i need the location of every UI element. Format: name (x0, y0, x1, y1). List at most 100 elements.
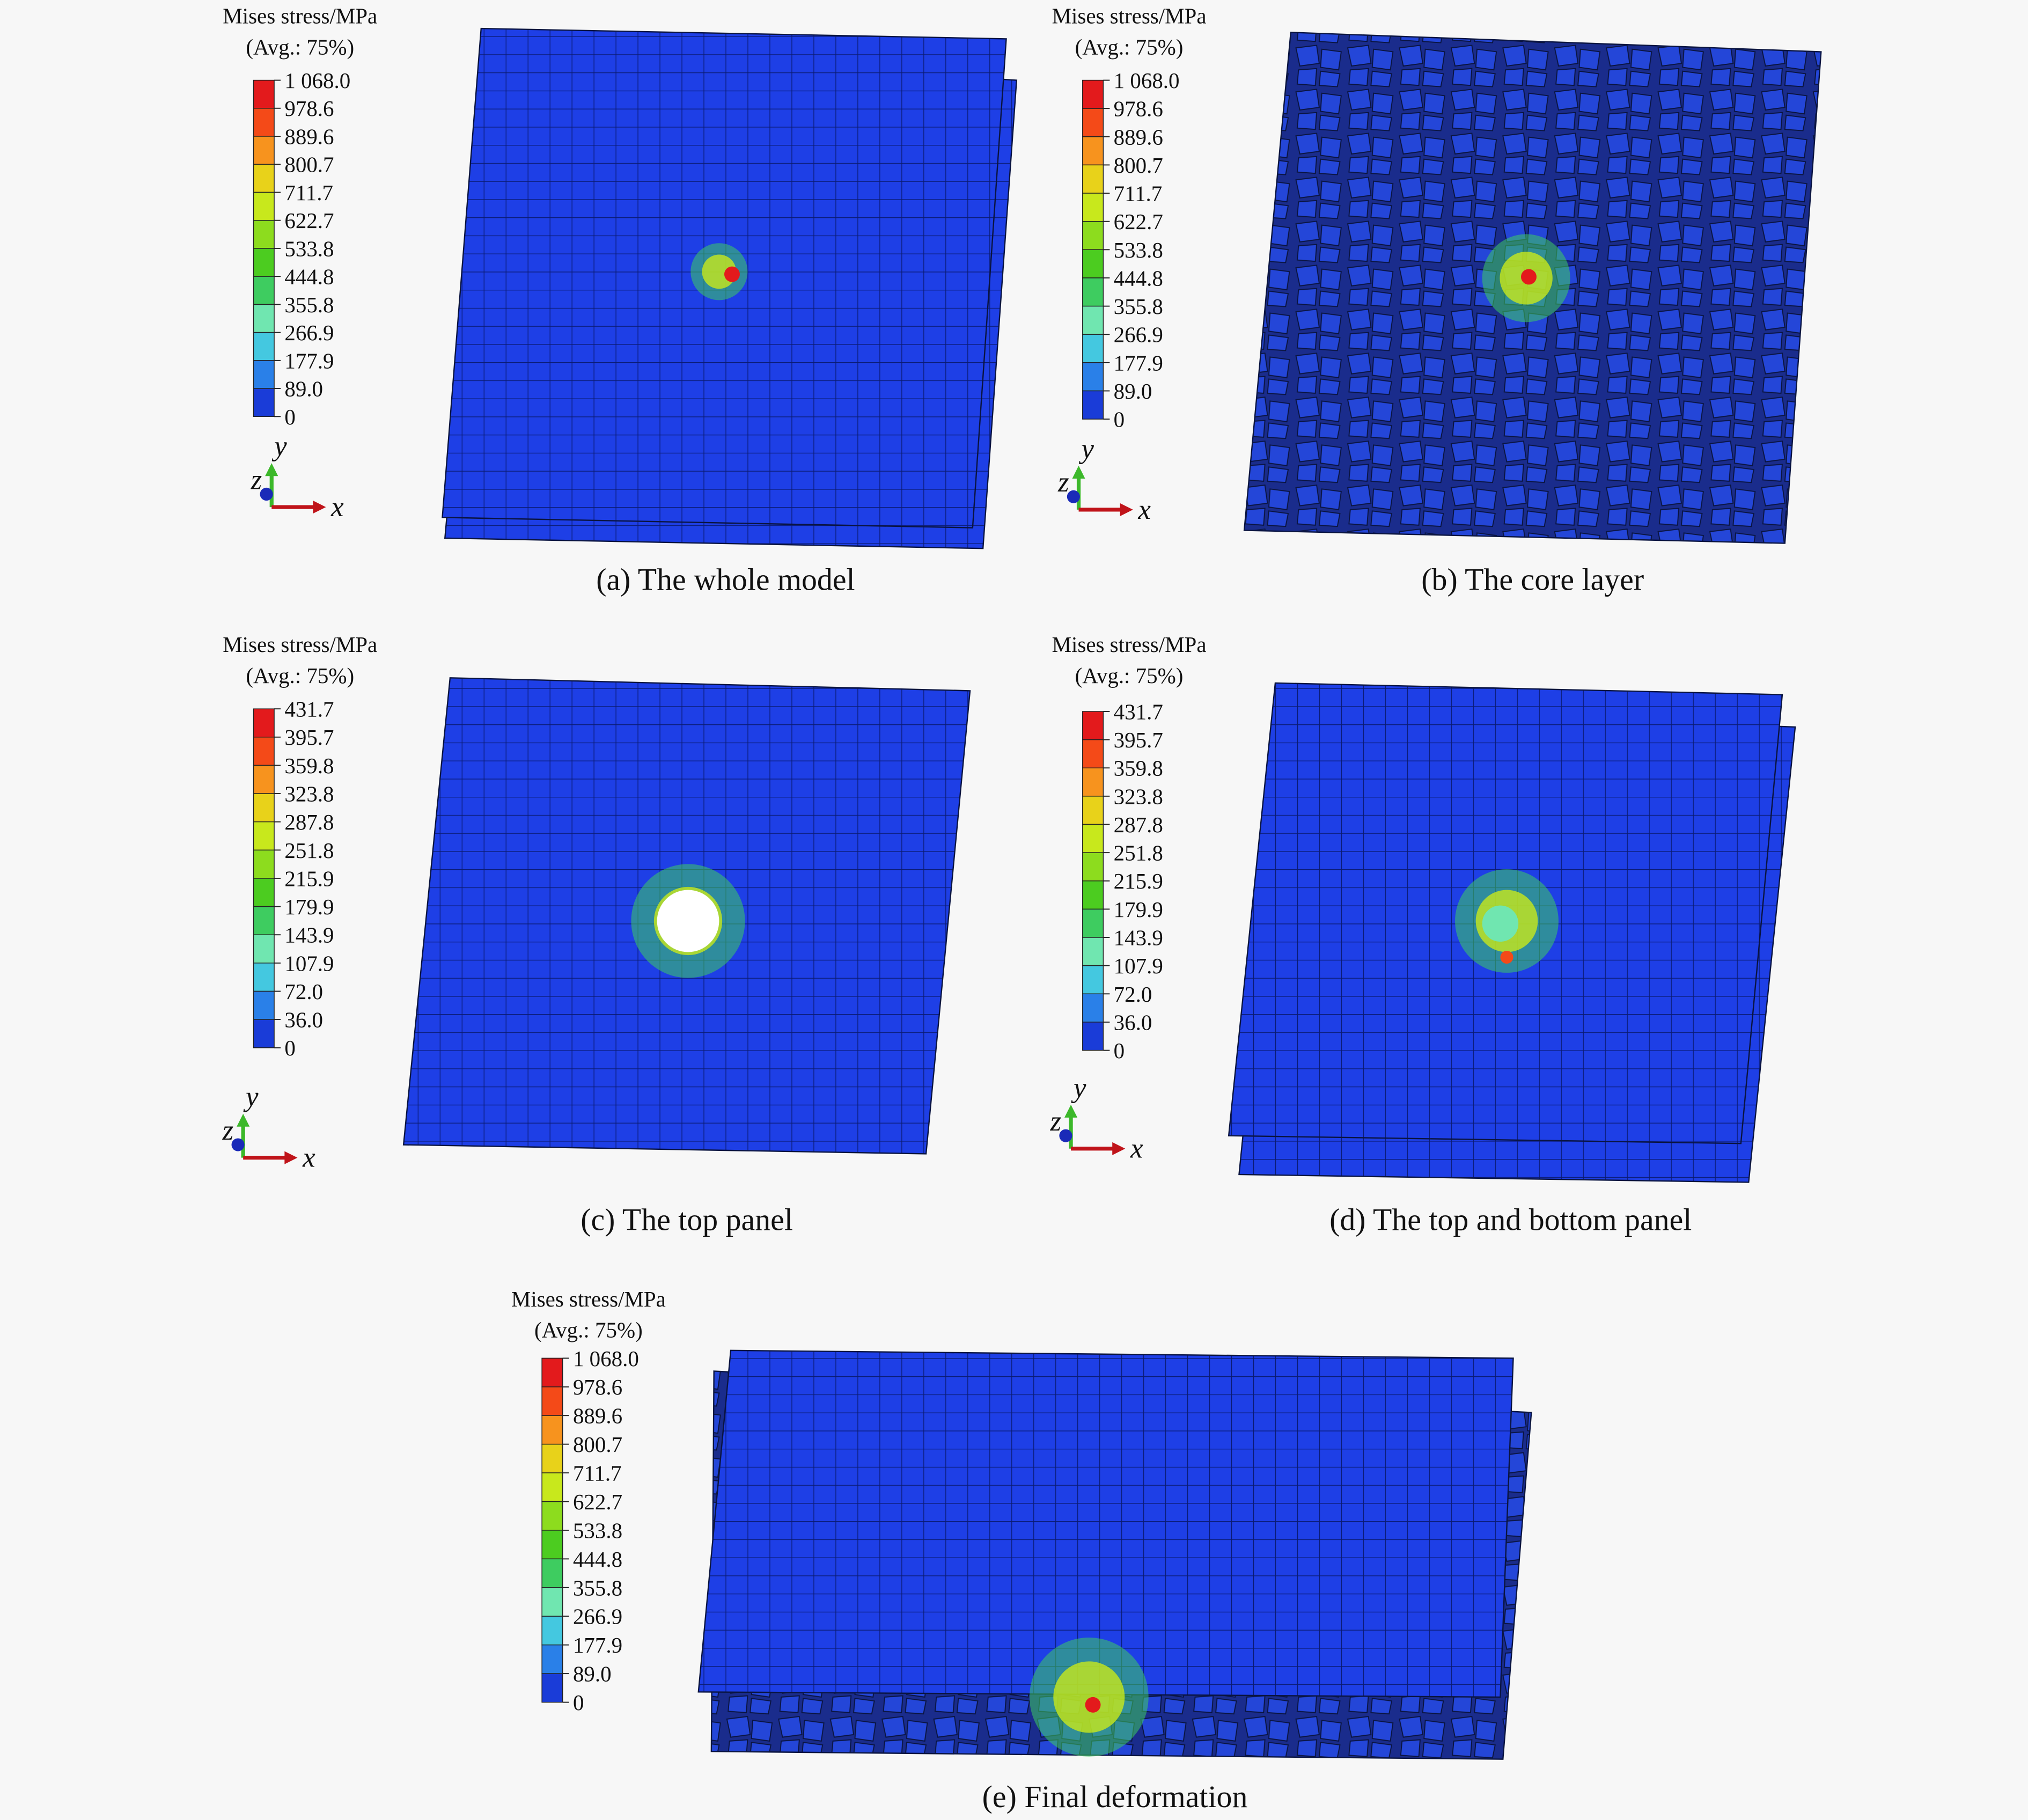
axis-label-x: x (1137, 494, 1151, 525)
colorbar-label: 355.8 (573, 1575, 622, 1600)
colorbar-label: 36.0 (284, 1008, 323, 1032)
colorbar-label: 800.7 (573, 1432, 622, 1457)
colorbar-segment (253, 737, 275, 766)
axis-head-y (265, 463, 278, 476)
colorbar-segment (541, 1644, 563, 1674)
colorbar-label: 431.7 (1114, 699, 1163, 724)
colorbar-segment (1082, 852, 1104, 882)
axis-head-x (313, 501, 326, 514)
colorbar-segment (253, 136, 275, 165)
legend-title: Mises stress/MPa (1052, 3, 1207, 28)
colorbar-label: 107.9 (284, 951, 334, 975)
colorbar-segment (541, 1472, 563, 1502)
colorbar-label: 711.7 (1114, 181, 1163, 206)
axis-label-y: y (1071, 1072, 1086, 1103)
colorbar-segment (253, 878, 275, 907)
colorbar-segment (541, 1443, 563, 1473)
colorbar-label: 533.8 (284, 236, 334, 261)
colorbar-label: 444.8 (1114, 266, 1163, 290)
axis-head-x (1112, 1142, 1126, 1155)
model-plate (697, 1349, 1514, 1698)
colorbar-label: 266.9 (284, 320, 334, 345)
colorbar-segment (541, 1386, 563, 1416)
caption: (a) The whole model (596, 562, 855, 597)
colorbar-segment (1082, 277, 1104, 307)
colorbar-segment (1082, 824, 1104, 853)
colorbar-segment (1082, 796, 1104, 825)
colorbar-segment (1082, 221, 1104, 251)
colorbar-label: 978.6 (573, 1375, 622, 1399)
axis-head-x (1120, 503, 1133, 516)
axis-label-z: z (1050, 1106, 1062, 1137)
colorbar-label: 800.7 (1114, 153, 1163, 178)
colorbar-segment (1082, 1022, 1104, 1051)
colorbar-label: 323.8 (284, 782, 334, 806)
colorbar-label: 287.8 (284, 810, 334, 834)
colorbar-label: 622.7 (1114, 209, 1163, 234)
legend-title: Mises stress/MPa (223, 3, 377, 28)
stress-spot (1085, 1697, 1101, 1713)
colorbar-segment (541, 1530, 563, 1560)
colorbar-segment (253, 248, 275, 277)
axis-label-x: x (330, 491, 344, 523)
colorbar-label: 89.0 (284, 377, 323, 401)
colorbar-segment (541, 1415, 563, 1445)
colorbar-label: 266.9 (573, 1604, 622, 1629)
panel: Mises stress/MPa (Avg.: 75%) 431.7 395.7 359… (222, 632, 971, 1237)
colorbar-label: 978.6 (284, 96, 334, 121)
colorbar-segment (541, 1558, 563, 1588)
colorbar-segment (253, 304, 275, 333)
caption: (c) The top panel (581, 1202, 793, 1237)
axis-label-z: z (1057, 467, 1069, 498)
colorbar-label: 711.7 (284, 180, 333, 205)
colorbar-label: 533.8 (573, 1518, 622, 1543)
colorbar-label: 251.8 (284, 838, 334, 863)
colorbar-segment (253, 164, 275, 193)
colorbar-label: 72.0 (1114, 982, 1152, 1007)
colorbar-label: 0 (1114, 1038, 1125, 1063)
caption: (e) Final deformation (982, 1779, 1248, 1814)
axis-z (231, 1138, 245, 1151)
colorbar-segment (253, 388, 275, 417)
colorbar-segment (253, 963, 275, 992)
colorbar-segment (1082, 739, 1104, 768)
colorbar-label: 359.8 (1114, 756, 1163, 781)
axis-z (1059, 1129, 1072, 1142)
colorbar-segment (1082, 136, 1104, 166)
colorbar-label: 107.9 (1114, 953, 1163, 978)
panel: Mises stress/MPa (Avg.: 75%) 1 068.0 978.6 8… (511, 1287, 1532, 1814)
colorbar-segment (541, 1357, 563, 1388)
colorbar-label: 0 (573, 1690, 584, 1715)
colorbar-segment (1082, 164, 1104, 194)
colorbar-segment (1082, 390, 1104, 420)
colorbar-segment (541, 1673, 563, 1703)
axis-label-x: x (1130, 1133, 1143, 1164)
colorbar-segment (253, 990, 275, 1020)
colorbar-label: 711.7 (573, 1461, 622, 1486)
colorbar-segment (1082, 249, 1104, 278)
legend-title: Mises stress/MPa (223, 632, 377, 657)
colorbar-segment (253, 108, 275, 137)
colorbar-segment (253, 332, 275, 361)
colorbar-label: 359.8 (284, 753, 334, 778)
colorbar-label: 177.9 (573, 1633, 622, 1657)
axis-head-y (237, 1113, 250, 1127)
panel: Mises stress/MPa (Avg.: 75%) 431.7 395.7 359… (1050, 632, 1796, 1237)
colorbar-label: 978.6 (1114, 97, 1163, 121)
axis-label-z: z (222, 1115, 234, 1146)
colorbar-segment (1082, 305, 1104, 335)
colorbar-label: 89.0 (573, 1662, 612, 1686)
colorbar-segment (1082, 880, 1104, 910)
colorbar-segment (253, 934, 275, 964)
colorbar-segment (541, 1587, 563, 1617)
legend-subtitle: (Avg.: 75%) (246, 34, 354, 59)
axis-z (1067, 490, 1080, 503)
colorbar-label: 889.6 (284, 124, 334, 149)
colorbar-label: 395.7 (284, 725, 334, 750)
legend-title: Mises stress/MPa (1052, 632, 1207, 657)
colorbar-label: 251.8 (1114, 841, 1163, 865)
panel: Mises stress/MPa (Avg.: 75%) 1 068.0 978.6 8… (1052, 3, 1822, 597)
colorbar-label: 622.7 (573, 1489, 622, 1514)
colorbar-label: 444.8 (284, 265, 334, 289)
